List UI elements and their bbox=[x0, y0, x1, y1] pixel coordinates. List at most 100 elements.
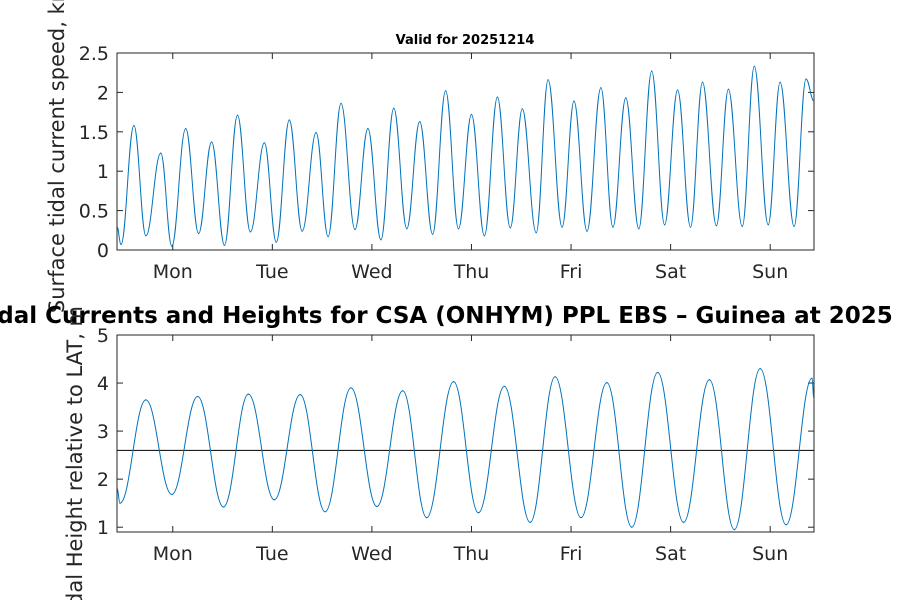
data-point bbox=[733, 529, 735, 531]
data-point bbox=[315, 132, 317, 134]
data-point bbox=[496, 96, 498, 98]
data-point bbox=[198, 232, 200, 235]
data-point bbox=[426, 517, 428, 519]
data-point bbox=[779, 81, 781, 83]
data-point bbox=[145, 399, 147, 401]
y-tick-label: 5 bbox=[97, 325, 109, 347]
data-point bbox=[561, 226, 563, 228]
data-point bbox=[677, 89, 679, 91]
data-point bbox=[509, 227, 511, 229]
speed-y-ticks: 0 0.5 1 1.5 2 2.5 bbox=[79, 43, 814, 262]
data-point bbox=[327, 236, 329, 238]
x-tick-label: Fri bbox=[560, 543, 583, 565]
y-tick-label: 3 bbox=[97, 421, 109, 443]
y-tick-label: 2.5 bbox=[79, 43, 109, 65]
data-point bbox=[811, 377, 813, 379]
x-tick-label: Tue bbox=[255, 261, 288, 283]
height-y-axis-label: Tidal Height relative to LAT, m bbox=[63, 306, 87, 600]
x-tick-label: Fri bbox=[560, 261, 583, 283]
y-tick-label: 1 bbox=[97, 517, 109, 539]
data-point bbox=[457, 228, 460, 230]
height-axes-box bbox=[116, 334, 815, 533]
data-point bbox=[727, 88, 730, 90]
data-point bbox=[529, 521, 531, 524]
data-point bbox=[301, 230, 303, 232]
data-point bbox=[120, 243, 122, 246]
speed-series-points bbox=[120, 65, 807, 247]
speed-y-axis-label: Surface tidal current speed, kn bbox=[45, 0, 69, 313]
data-point bbox=[805, 78, 807, 80]
data-point bbox=[223, 244, 226, 246]
data-point bbox=[483, 235, 485, 237]
x-tick-label: Mon bbox=[153, 543, 193, 565]
data-point bbox=[651, 70, 653, 72]
data-point bbox=[350, 387, 352, 389]
data-point bbox=[753, 65, 755, 67]
x-tick-label: Thu bbox=[453, 543, 490, 565]
data-point bbox=[453, 381, 455, 383]
x-tick-label: Wed bbox=[351, 543, 392, 565]
height-y-ticks: 1 2 3 4 5 bbox=[97, 325, 814, 539]
x-tick-label: Sat bbox=[655, 261, 686, 283]
data-point bbox=[606, 382, 608, 384]
data-point bbox=[299, 394, 301, 396]
data-point bbox=[631, 526, 633, 528]
data-point bbox=[741, 225, 743, 227]
data-point bbox=[554, 376, 556, 378]
data-point bbox=[521, 108, 523, 110]
data-point bbox=[708, 379, 711, 381]
data-point bbox=[406, 228, 408, 230]
y-tick-label: 1.5 bbox=[79, 122, 109, 144]
data-point bbox=[236, 114, 239, 116]
data-point bbox=[573, 100, 575, 102]
data-point bbox=[701, 81, 704, 83]
data-point bbox=[689, 226, 692, 228]
data-point bbox=[402, 390, 404, 392]
data-point bbox=[683, 521, 685, 524]
data-point bbox=[432, 233, 434, 235]
y-tick-label: 1 bbox=[97, 161, 109, 183]
data-point bbox=[119, 502, 121, 504]
data-point bbox=[445, 90, 447, 92]
data-point bbox=[197, 395, 199, 398]
x-tick-label: Sat bbox=[655, 543, 686, 565]
data-point bbox=[211, 141, 213, 143]
data-point bbox=[625, 97, 627, 99]
speed-chart-title: Valid for 20251214 bbox=[396, 33, 535, 48]
x-tick-label: Thu bbox=[453, 261, 490, 283]
data-point bbox=[247, 393, 249, 395]
data-point bbox=[477, 512, 479, 514]
data-point bbox=[324, 511, 326, 513]
speed-x-ticks: Mon Tue Wed Thu Fri Sat Sun bbox=[153, 53, 788, 283]
y-tick-label: 0.5 bbox=[79, 201, 109, 223]
height-axes: dal Currents and Heights for CSA (ONHYM)… bbox=[0, 303, 893, 600]
data-point bbox=[715, 225, 718, 227]
y-tick-label: 2 bbox=[97, 469, 109, 491]
data-point bbox=[263, 142, 265, 144]
data-point bbox=[171, 245, 173, 247]
y-tick-label: 2 bbox=[97, 82, 109, 104]
data-point bbox=[354, 228, 356, 231]
data-point bbox=[376, 505, 378, 508]
data-point bbox=[249, 231, 251, 233]
data-point bbox=[664, 224, 666, 226]
y-tick-label: 0 bbox=[97, 240, 109, 262]
y-tick-label: 4 bbox=[97, 373, 109, 395]
data-point bbox=[145, 235, 147, 237]
data-point bbox=[586, 230, 588, 232]
data-point bbox=[171, 493, 173, 496]
data-point bbox=[185, 128, 187, 130]
data-point bbox=[657, 371, 659, 374]
speed-axes: Valid for 20251214 Surface tidal current… bbox=[45, 0, 815, 313]
data-point bbox=[133, 124, 135, 127]
x-tick-label: Sun bbox=[752, 543, 788, 565]
data-point bbox=[535, 232, 537, 234]
data-point bbox=[380, 239, 382, 241]
x-tick-label: Wed bbox=[351, 261, 392, 283]
data-point bbox=[419, 121, 421, 123]
data-point bbox=[793, 225, 795, 227]
data-point bbox=[767, 224, 769, 226]
height-series-points bbox=[119, 368, 813, 531]
data-point bbox=[503, 385, 505, 387]
data-point bbox=[275, 241, 277, 243]
